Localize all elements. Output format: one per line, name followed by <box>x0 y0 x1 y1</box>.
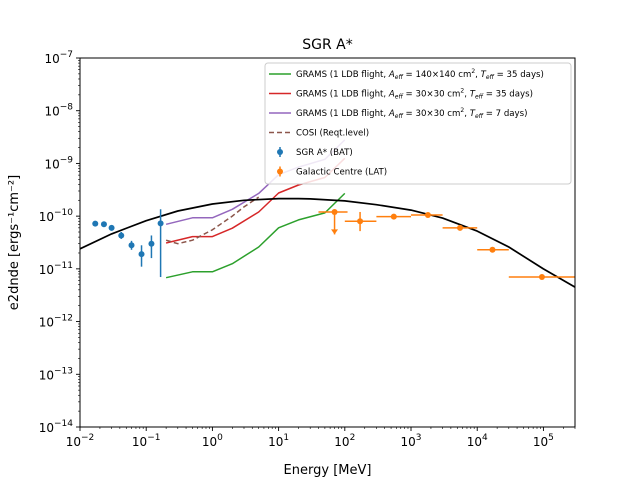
x-tick-label: 101 <box>268 433 289 449</box>
data-point-sgr-a-bat <box>138 245 145 267</box>
data-marker <box>489 246 496 253</box>
data-marker <box>148 240 155 247</box>
data-marker <box>390 213 397 220</box>
legend-label: COSI (Reqt.level) <box>296 129 369 139</box>
x-tick-label: 100 <box>202 433 223 449</box>
plot-area <box>80 139 575 288</box>
y-tick-label: 10−7 <box>44 50 73 66</box>
legend-entry: Galactic Centre (LAT) <box>277 166 387 178</box>
legend-label: SGR A* (BAT) <box>296 148 353 158</box>
y-tick-label: 10−11 <box>39 261 73 277</box>
x-tick-label: 105 <box>533 433 554 449</box>
series-line-cosi-reqt-level <box>165 196 260 245</box>
data-marker <box>424 212 431 219</box>
y-tick-label: 10−12 <box>39 314 73 330</box>
data-marker <box>331 208 338 215</box>
data-point-galactic-centre-lat <box>477 246 509 253</box>
data-point-sgr-a-bat <box>148 235 155 259</box>
data-marker <box>538 274 545 281</box>
data-marker <box>108 224 115 231</box>
legend-entry: COSI (Reqt.level) <box>269 129 369 139</box>
data-point-sgr-a-bat <box>92 220 99 227</box>
upper-limit-arrow <box>331 229 339 235</box>
axes-frame <box>79 57 576 428</box>
x-tick-label: 104 <box>467 433 488 449</box>
data-marker <box>138 251 145 258</box>
y-tick-label: 10−14 <box>39 419 74 435</box>
legend-label: GRAMS (1 LDB flight, Aeff = 140×140 cm2,… <box>296 68 544 81</box>
legend-entry: GRAMS (1 LDB flight, Aeff = 30×30 cm2, T… <box>269 88 533 101</box>
data-point-galactic-centre-lat <box>318 208 348 235</box>
y-tick-label: 10−10 <box>39 208 74 224</box>
data-point-galactic-centre-lat <box>411 212 443 219</box>
data-point-galactic-centre-lat <box>508 274 575 281</box>
legend-swatch-marker <box>277 149 283 155</box>
x-tick-label: 10−2 <box>66 433 95 449</box>
data-point-sgr-a-bat <box>128 240 135 250</box>
data-point-galactic-centre-lat <box>442 224 478 231</box>
legend-entry: GRAMS (1 LDB flight, Aeff = 140×140 cm2,… <box>269 68 544 81</box>
y-axis: 10−14 10−13 10−12 10−11 10−10 10−9 10−8 10−7 <box>39 50 80 435</box>
data-marker <box>357 218 364 225</box>
data-point-sgr-a-bat <box>157 209 164 278</box>
legend-entry: SGR A* (BAT) <box>277 147 353 158</box>
series-line-model <box>80 197 575 288</box>
y-tick-label: 10−13 <box>39 366 73 382</box>
legend-swatch-marker <box>277 168 283 175</box>
legend-label: Galactic Centre (LAT) <box>296 168 387 178</box>
data-point-sgr-a-bat <box>108 224 115 231</box>
data-marker <box>128 242 135 249</box>
y-tick-label: 10−9 <box>44 155 73 171</box>
data-point-galactic-centre-lat <box>376 213 412 220</box>
legend-box <box>264 62 572 185</box>
data-marker <box>457 224 464 231</box>
data-point-galactic-centre-lat <box>344 211 377 232</box>
legend-label: GRAMS (1 LDB flight, Aeff = 30×30 cm2, T… <box>296 88 533 101</box>
data-point-sgr-a-bat <box>100 221 107 228</box>
data-marker <box>100 221 107 228</box>
x-tick-label: 102 <box>334 433 355 449</box>
data-marker <box>92 220 99 227</box>
x-tick-label: 10−1 <box>132 433 161 449</box>
legend-entry: GRAMS (1 LDB flight, Aeff = 30×30 cm2, T… <box>269 107 527 120</box>
data-marker <box>157 220 164 227</box>
x-axis: 10−2 10−1 100 101 102 103 104 105 <box>66 427 576 449</box>
chart-title: SGR A* <box>302 37 353 53</box>
legend-label: GRAMS (1 LDB flight, Aeff = 30×30 cm2, T… <box>296 107 527 120</box>
data-marker <box>118 232 125 239</box>
x-axis-label: Energy [MeV] <box>284 463 372 478</box>
legend: GRAMS (1 LDB flight, Aeff = 140×140 cm2,… <box>264 62 572 185</box>
x-tick-label: 103 <box>401 433 422 449</box>
y-axis-label: e2dnde [ergs⁻¹cm⁻²] <box>7 175 22 310</box>
y-tick-label: 10−8 <box>44 103 73 119</box>
series-line-grams-1-ldb-flight-a-eff-140-140-cm-t-eff-35-days <box>165 192 346 279</box>
data-point-sgr-a-bat <box>118 232 125 239</box>
